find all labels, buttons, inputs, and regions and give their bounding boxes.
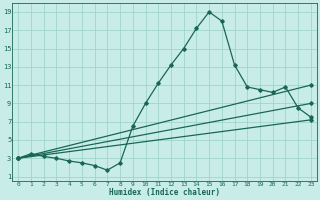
X-axis label: Humidex (Indice chaleur): Humidex (Indice chaleur) — [109, 188, 220, 197]
